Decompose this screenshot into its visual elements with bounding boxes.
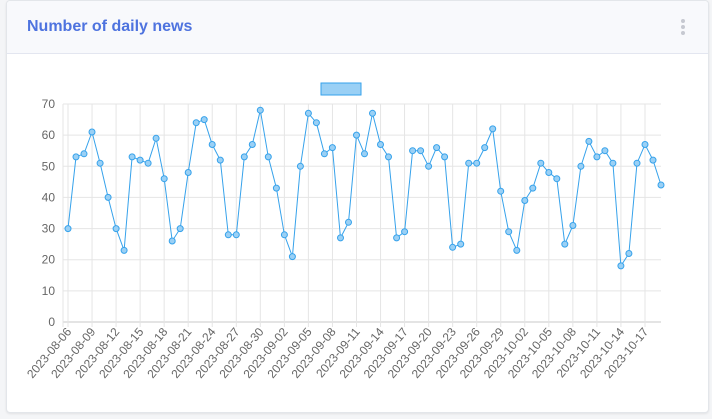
data-point[interactable] bbox=[417, 147, 425, 155]
data-point[interactable] bbox=[345, 218, 352, 226]
data-point[interactable] bbox=[561, 240, 569, 248]
data-point[interactable] bbox=[505, 228, 513, 236]
data-point[interactable] bbox=[513, 246, 521, 254]
data-point[interactable] bbox=[136, 156, 144, 164]
data-point[interactable] bbox=[529, 184, 537, 192]
data-point[interactable] bbox=[304, 109, 312, 117]
data-point[interactable] bbox=[497, 187, 505, 195]
data-point[interactable] bbox=[489, 125, 497, 133]
data-point[interactable] bbox=[633, 159, 641, 167]
data-point[interactable] bbox=[216, 156, 224, 164]
data-point[interactable] bbox=[465, 159, 473, 167]
data-point[interactable] bbox=[425, 162, 433, 170]
data-point[interactable] bbox=[288, 253, 296, 261]
data-point[interactable] bbox=[280, 231, 288, 239]
data-point[interactable] bbox=[112, 225, 120, 233]
data-point[interactable] bbox=[64, 225, 72, 233]
data-point[interactable] bbox=[248, 141, 256, 148]
data-point[interactable] bbox=[72, 153, 80, 161]
data-point[interactable] bbox=[264, 153, 272, 161]
data-point[interactable] bbox=[272, 184, 280, 192]
data-point[interactable] bbox=[120, 246, 128, 254]
data-point[interactable] bbox=[168, 237, 176, 245]
data-point[interactable] bbox=[320, 150, 328, 158]
data-point[interactable] bbox=[361, 150, 368, 158]
data-point[interactable] bbox=[377, 141, 384, 148]
data-point[interactable] bbox=[160, 175, 168, 183]
data-point[interactable] bbox=[601, 147, 609, 155]
y-axis-ticks: 0 10 20 30 40 50 60 70 bbox=[42, 97, 56, 329]
data-point[interactable] bbox=[481, 144, 489, 152]
data-point[interactable] bbox=[433, 144, 441, 152]
data-point[interactable] bbox=[296, 162, 304, 170]
y-tick-label: 20 bbox=[42, 253, 56, 267]
data-point[interactable] bbox=[312, 119, 320, 127]
data-point[interactable] bbox=[449, 243, 457, 251]
data-point[interactable] bbox=[609, 159, 617, 167]
chart-grid bbox=[62, 103, 661, 327]
data-point[interactable] bbox=[96, 159, 104, 167]
legend-swatch[interactable] bbox=[320, 82, 362, 96]
data-point[interactable] bbox=[192, 119, 200, 127]
data-point[interactable] bbox=[585, 137, 593, 145]
data-point[interactable] bbox=[176, 225, 184, 233]
data-point[interactable] bbox=[625, 250, 633, 257]
daily-news-card: Number of daily news bbox=[6, 0, 709, 413]
data-point[interactable] bbox=[256, 106, 264, 114]
y-tick-label: 0 bbox=[48, 315, 55, 329]
data-point[interactable] bbox=[104, 193, 112, 201]
data-point[interactable] bbox=[144, 159, 152, 167]
data-point[interactable] bbox=[569, 222, 577, 229]
data-point[interactable] bbox=[617, 262, 625, 270]
data-point[interactable] bbox=[369, 109, 376, 117]
data-point[interactable] bbox=[240, 153, 248, 161]
data-point[interactable] bbox=[393, 234, 401, 242]
data-point[interactable] bbox=[184, 169, 192, 176]
data-point[interactable] bbox=[641, 141, 649, 148]
data-point[interactable] bbox=[152, 134, 160, 142]
data-point[interactable] bbox=[553, 175, 561, 183]
series-line bbox=[67, 110, 662, 268]
data-point[interactable] bbox=[88, 128, 96, 136]
data-point[interactable] bbox=[473, 159, 481, 167]
data-point[interactable] bbox=[521, 197, 529, 204]
kebab-vertical-icon[interactable] bbox=[680, 19, 686, 35]
y-tick-label: 30 bbox=[42, 222, 56, 236]
data-point[interactable] bbox=[200, 116, 208, 124]
y-tick-label: 60 bbox=[42, 128, 56, 142]
data-point[interactable] bbox=[409, 147, 417, 155]
data-point[interactable] bbox=[128, 153, 136, 161]
data-point[interactable] bbox=[401, 228, 409, 236]
data-point[interactable] bbox=[537, 159, 545, 167]
data-point[interactable] bbox=[232, 231, 240, 239]
y-tick-label: 10 bbox=[42, 284, 56, 298]
data-point[interactable] bbox=[385, 153, 392, 161]
card-title: Number of daily news bbox=[27, 18, 193, 35]
data-point[interactable] bbox=[353, 131, 360, 139]
data-point[interactable] bbox=[577, 162, 585, 170]
data-point[interactable] bbox=[328, 144, 336, 152]
data-point[interactable] bbox=[441, 153, 449, 161]
x-axis-ticks: 2023-08-062023-08-092023-08-122023-08-15… bbox=[24, 325, 651, 381]
data-point[interactable] bbox=[337, 234, 344, 242]
card-header: Number of daily news bbox=[7, 1, 708, 54]
y-tick-label: 50 bbox=[42, 159, 56, 173]
data-point[interactable] bbox=[80, 150, 88, 158]
data-point[interactable] bbox=[224, 231, 232, 239]
data-point[interactable] bbox=[457, 240, 465, 248]
data-point[interactable] bbox=[649, 156, 657, 164]
y-tick-label: 70 bbox=[42, 97, 56, 111]
data-point[interactable] bbox=[545, 169, 553, 176]
series-points bbox=[64, 106, 665, 270]
data-point[interactable] bbox=[208, 141, 216, 148]
y-tick-label: 40 bbox=[42, 190, 56, 204]
data-point[interactable] bbox=[657, 181, 665, 189]
data-point[interactable] bbox=[593, 153, 601, 161]
